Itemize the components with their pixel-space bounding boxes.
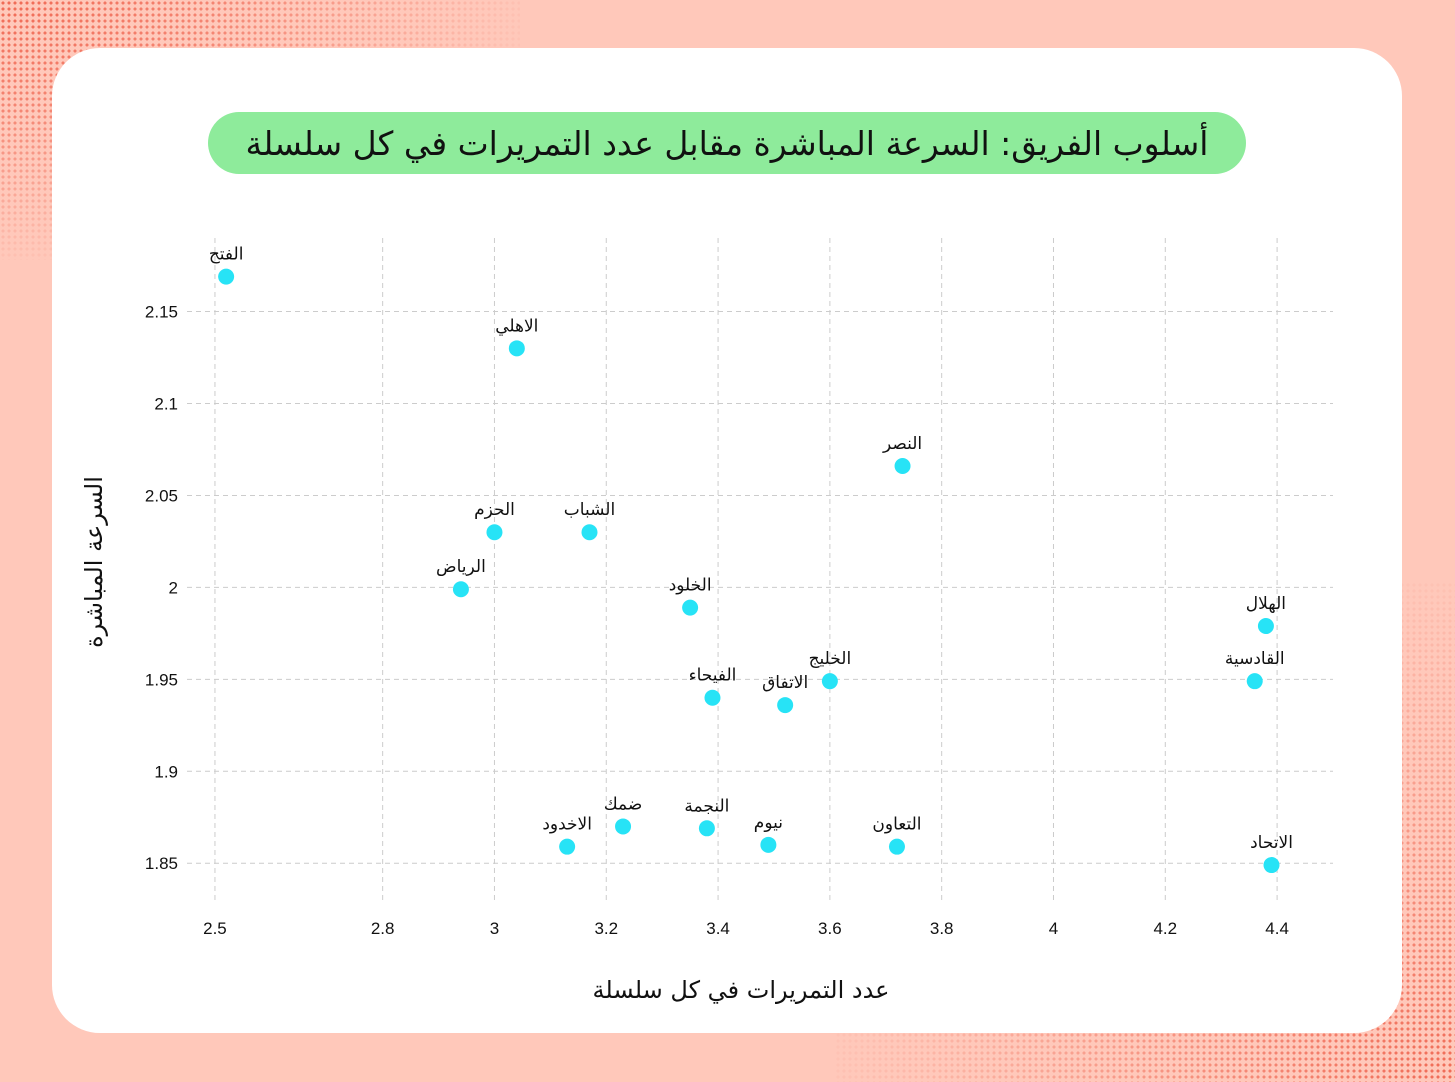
x-tick-label: 2.5 — [203, 919, 227, 938]
point-label: الخليج — [809, 649, 852, 669]
point-label: الاتفاق — [762, 673, 808, 693]
y-tick-label: 1.9 — [154, 762, 178, 781]
point-label: الاخدود — [542, 815, 592, 835]
data-point — [821, 673, 838, 690]
data-points — [218, 268, 1280, 874]
x-axis-ticks: 2.5 2.8 3 3.2 3.4 3.6 3.8 4 4.2 4.4 — [203, 919, 1289, 938]
x-tick-label: 3 — [490, 919, 499, 938]
point-labels: الفتح الاهلي النصر الحزم الشباب الرياض الخلود ا… — [209, 245, 1293, 853]
y-tick-label: 1.85 — [145, 854, 178, 873]
point-label: الفيحاء — [689, 666, 737, 686]
point-label: الاتحاد — [1250, 833, 1293, 853]
x-tick-label: 4 — [1049, 919, 1058, 938]
data-point — [1246, 673, 1263, 690]
y-tick-label: 2.1 — [154, 395, 178, 414]
data-point — [894, 458, 911, 475]
x-axis-title: عدد التمريرات في كل سلسلة — [593, 976, 890, 1004]
point-label: الحزم — [474, 500, 515, 520]
data-point — [682, 599, 699, 616]
x-tick-label: 2.8 — [371, 919, 395, 938]
point-label: الفتح — [209, 245, 244, 265]
data-point — [218, 268, 235, 285]
x-tick-label: 3.4 — [706, 919, 730, 938]
data-point — [760, 836, 777, 853]
x-tick-label: 3.8 — [930, 919, 954, 938]
point-label: التعاون — [872, 815, 921, 835]
data-point — [508, 340, 525, 357]
point-label: الاهلي — [495, 316, 538, 336]
point-label: الشباب — [564, 500, 615, 520]
point-label: النصر — [882, 434, 922, 454]
y-tick-label: 2.05 — [145, 486, 178, 505]
point-label: القادسية — [1225, 649, 1285, 669]
data-point — [704, 689, 721, 706]
point-label: الرياض — [436, 557, 486, 577]
point-label: الخلود — [669, 576, 712, 596]
data-point — [581, 524, 598, 541]
point-label: ضمك — [604, 794, 643, 814]
y-axis-ticks: 1.85 1.9 1.95 2 2.05 2.1 2.15 — [145, 303, 178, 874]
x-tick-label: 3.2 — [594, 919, 618, 938]
point-label: النجمة — [684, 796, 729, 816]
point-label: الهلال — [1246, 594, 1286, 614]
x-tick-label: 4.4 — [1265, 919, 1289, 938]
data-point — [559, 838, 576, 855]
data-point — [615, 818, 632, 835]
y-tick-label: 1.95 — [145, 670, 178, 689]
chart-title: أسلوب الفريق: السرعة المباشرة مقابل عدد … — [208, 112, 1246, 174]
data-point — [888, 838, 905, 855]
grid-layer — [187, 238, 1333, 900]
data-point — [486, 524, 503, 541]
x-tick-label: 4.2 — [1153, 919, 1177, 938]
point-label: نيوم — [754, 813, 783, 833]
data-point — [777, 697, 794, 714]
y-axis-title: السرعة المباشرة — [80, 476, 108, 648]
y-tick-label: 2 — [169, 578, 178, 597]
data-point — [1263, 857, 1280, 874]
x-tick-label: 3.6 — [818, 919, 842, 938]
data-point — [452, 581, 469, 598]
data-point — [1257, 618, 1274, 635]
chart-card — [52, 48, 1402, 1033]
y-tick-label: 2.15 — [145, 303, 178, 322]
data-point — [698, 820, 715, 837]
